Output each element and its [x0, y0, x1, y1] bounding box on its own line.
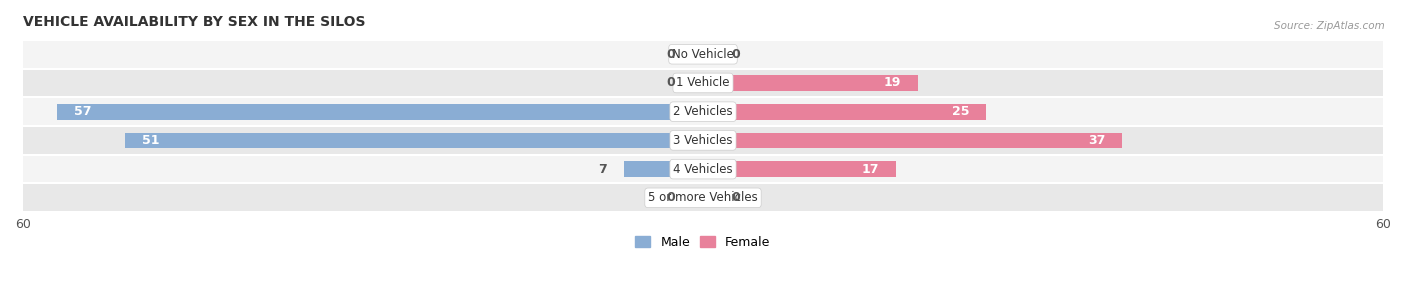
- Text: 0: 0: [731, 48, 740, 61]
- Bar: [22, 69, 1384, 97]
- Bar: [22, 155, 1384, 184]
- Text: 0: 0: [666, 191, 675, 204]
- Text: 2 Vehicles: 2 Vehicles: [673, 105, 733, 118]
- Bar: [125, 132, 703, 148]
- Text: 51: 51: [142, 134, 159, 147]
- Bar: [624, 161, 703, 177]
- Text: 19: 19: [884, 77, 901, 89]
- Text: 17: 17: [862, 163, 879, 176]
- Bar: [22, 126, 1384, 155]
- Text: 57: 57: [75, 105, 91, 118]
- Bar: [703, 75, 918, 91]
- Text: 4 Vehicles: 4 Vehicles: [673, 163, 733, 176]
- Text: Source: ZipAtlas.com: Source: ZipAtlas.com: [1274, 21, 1385, 31]
- Text: 0: 0: [666, 77, 675, 89]
- Legend: Male, Female: Male, Female: [630, 231, 776, 254]
- Text: 0: 0: [731, 191, 740, 204]
- Bar: [22, 184, 1384, 212]
- Text: 25: 25: [952, 105, 969, 118]
- Text: 37: 37: [1088, 134, 1105, 147]
- Bar: [22, 40, 1384, 69]
- Text: 7: 7: [598, 163, 606, 176]
- Bar: [703, 132, 1122, 148]
- Text: 1 Vehicle: 1 Vehicle: [676, 77, 730, 89]
- Text: 5 or more Vehicles: 5 or more Vehicles: [648, 191, 758, 204]
- Text: No Vehicle: No Vehicle: [672, 48, 734, 61]
- Text: VEHICLE AVAILABILITY BY SEX IN THE SILOS: VEHICLE AVAILABILITY BY SEX IN THE SILOS: [22, 15, 366, 29]
- Bar: [703, 104, 987, 120]
- Text: 3 Vehicles: 3 Vehicles: [673, 134, 733, 147]
- Bar: [703, 161, 896, 177]
- Text: 0: 0: [666, 48, 675, 61]
- Bar: [56, 104, 703, 120]
- Bar: [22, 97, 1384, 126]
